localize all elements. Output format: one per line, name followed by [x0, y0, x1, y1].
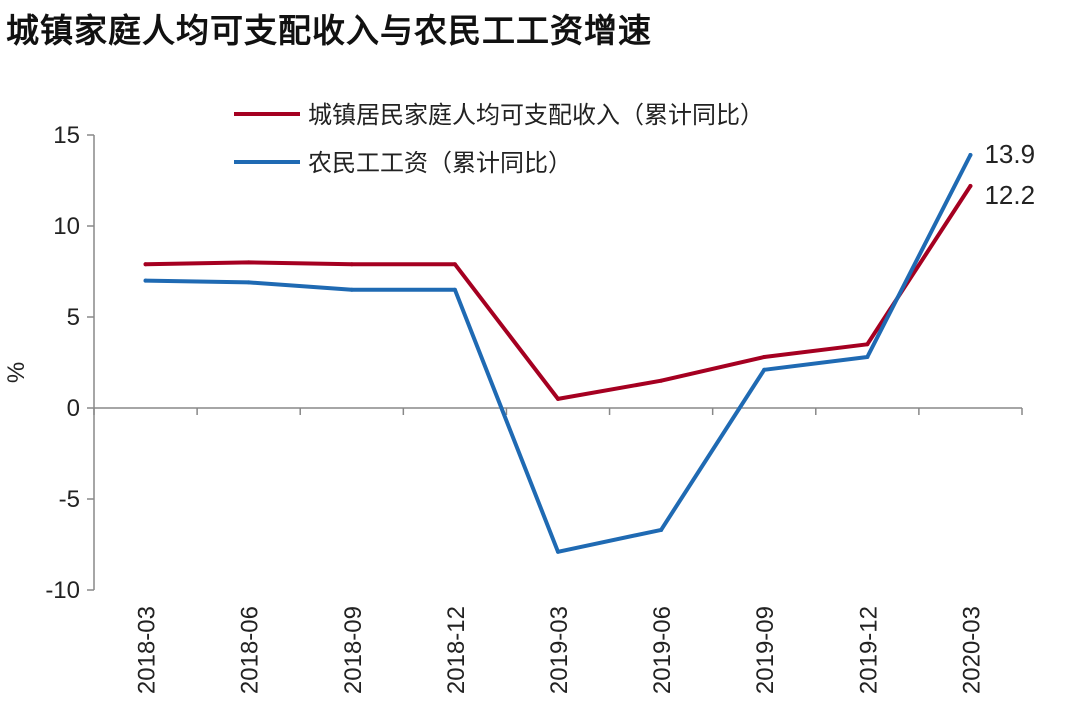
x-tick-label: 2019-12 — [855, 606, 882, 694]
series-1-point — [143, 262, 148, 267]
y-axis-label: % — [3, 362, 30, 383]
legend: 城镇居民家庭人均可支配收入（累计同比） 农民工工资（累计同比） — [234, 101, 764, 177]
series-2-point — [349, 287, 354, 292]
series-2-point — [968, 153, 973, 158]
x-tick-label: 2018-09 — [340, 606, 367, 694]
y-tick-label: 15 — [53, 122, 80, 149]
x-tick-label: 2018-06 — [237, 606, 264, 694]
series-2-point — [659, 527, 664, 532]
y-tick-label: -5 — [59, 486, 80, 513]
x-tick-label: 2019-09 — [752, 606, 779, 694]
x-tick-label: 2020-03 — [958, 606, 985, 694]
series-2-point — [452, 287, 457, 292]
x-tick-label: 2018-12 — [443, 606, 470, 694]
y-tick-label: 10 — [53, 213, 80, 240]
series-1-point — [556, 396, 560, 401]
series-2-point — [143, 278, 148, 283]
y-tick-label: 0 — [67, 395, 80, 422]
y-tick-label: -10 — [45, 577, 80, 604]
end-label-2: 13.9 — [984, 139, 1035, 169]
series-1-point — [659, 378, 664, 383]
series-2-point — [865, 355, 870, 360]
x-tick-label: 2018-03 — [134, 606, 161, 694]
chart-title: 城镇家庭人均可支配收入与农民工工资增速 — [6, 11, 652, 50]
end-label-1: 12.2 — [984, 180, 1035, 210]
legend-label-1: 城镇居民家庭人均可支配收入（累计同比） — [308, 101, 764, 129]
series-1-point — [762, 355, 767, 360]
series-1-point — [865, 342, 870, 347]
axes: 15 10 5 0 -5 -10% 2018-03 2018-06 2018-09 2018-12… — [3, 122, 1023, 694]
series-2-point — [246, 280, 251, 285]
legend-label-2: 农民工工资（累计同比） — [308, 149, 572, 177]
series-1-point — [968, 183, 973, 188]
series-2-point — [556, 549, 560, 554]
end-labels: 12.2 13.9 — [984, 139, 1035, 210]
series-1-point — [452, 262, 457, 267]
series-line-2 — [143, 153, 973, 554]
x-tick-label: 2019-03 — [546, 606, 573, 694]
series-1-point — [246, 260, 251, 265]
x-tick-label: 2019-06 — [649, 606, 676, 694]
series-lines — [143, 153, 973, 554]
series-line-1 — [143, 184, 973, 401]
y-tick-label: 5 — [67, 304, 80, 331]
series-2-point — [762, 367, 767, 372]
series-1-point — [349, 262, 354, 267]
